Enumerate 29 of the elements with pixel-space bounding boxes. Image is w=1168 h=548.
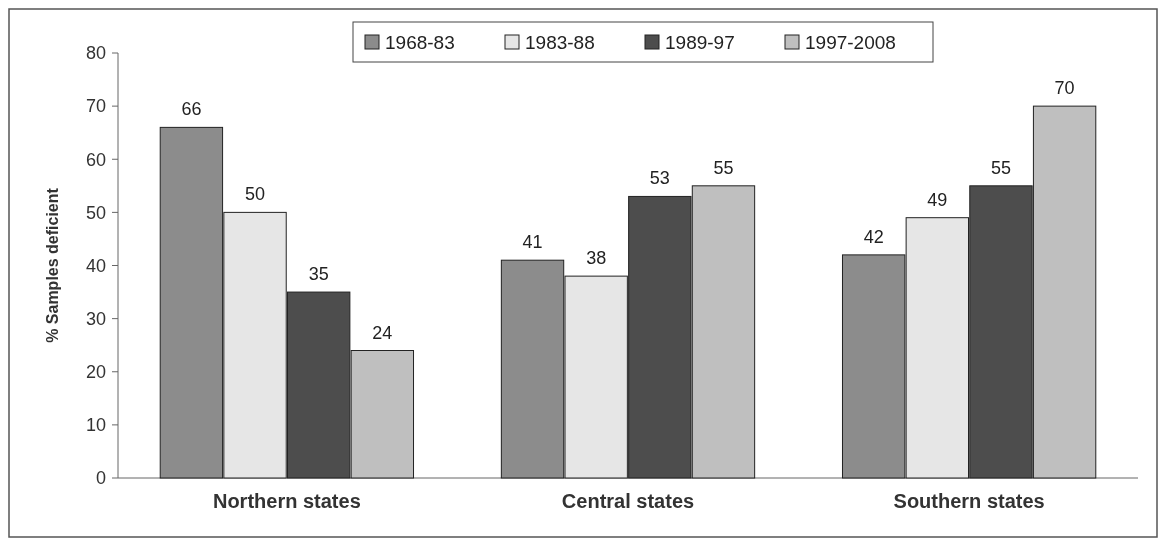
data-label: 41 <box>522 232 543 253</box>
y-tick-label: 60 <box>85 149 106 170</box>
data-label: 70 <box>1054 78 1075 99</box>
x-tick-label: Southern states <box>893 490 1045 512</box>
y-tick-label: 0 <box>95 468 106 489</box>
y-tick-label: 10 <box>85 415 106 436</box>
y-tick-label: 40 <box>85 255 106 276</box>
y-tick-label: 80 <box>85 43 106 64</box>
y-tick-label: 30 <box>85 308 106 329</box>
x-tick-label: Central states <box>561 490 695 512</box>
legend-label: 1989-97 <box>665 31 735 53</box>
legend-label: 1983-88 <box>525 31 595 53</box>
data-label: 66 <box>181 99 202 120</box>
data-label: 49 <box>927 189 948 210</box>
y-tick-label: 20 <box>85 362 106 383</box>
data-label: 35 <box>308 264 329 285</box>
data-label: 55 <box>990 157 1011 178</box>
y-tick-label: 70 <box>85 96 106 117</box>
y-tick-label: 50 <box>85 202 106 223</box>
data-label: 53 <box>649 168 670 189</box>
data-label: 38 <box>586 248 607 269</box>
data-label: 24 <box>372 322 393 343</box>
data-label: 55 <box>713 157 734 178</box>
data-label: 50 <box>245 184 266 205</box>
data-label: 42 <box>863 226 884 247</box>
legend-label: 1997-2008 <box>805 31 896 53</box>
y-axis-title: % Samples deficient <box>44 187 61 343</box>
x-tick-label: Northern states <box>212 490 361 512</box>
legend-label: 1968-83 <box>385 31 455 53</box>
